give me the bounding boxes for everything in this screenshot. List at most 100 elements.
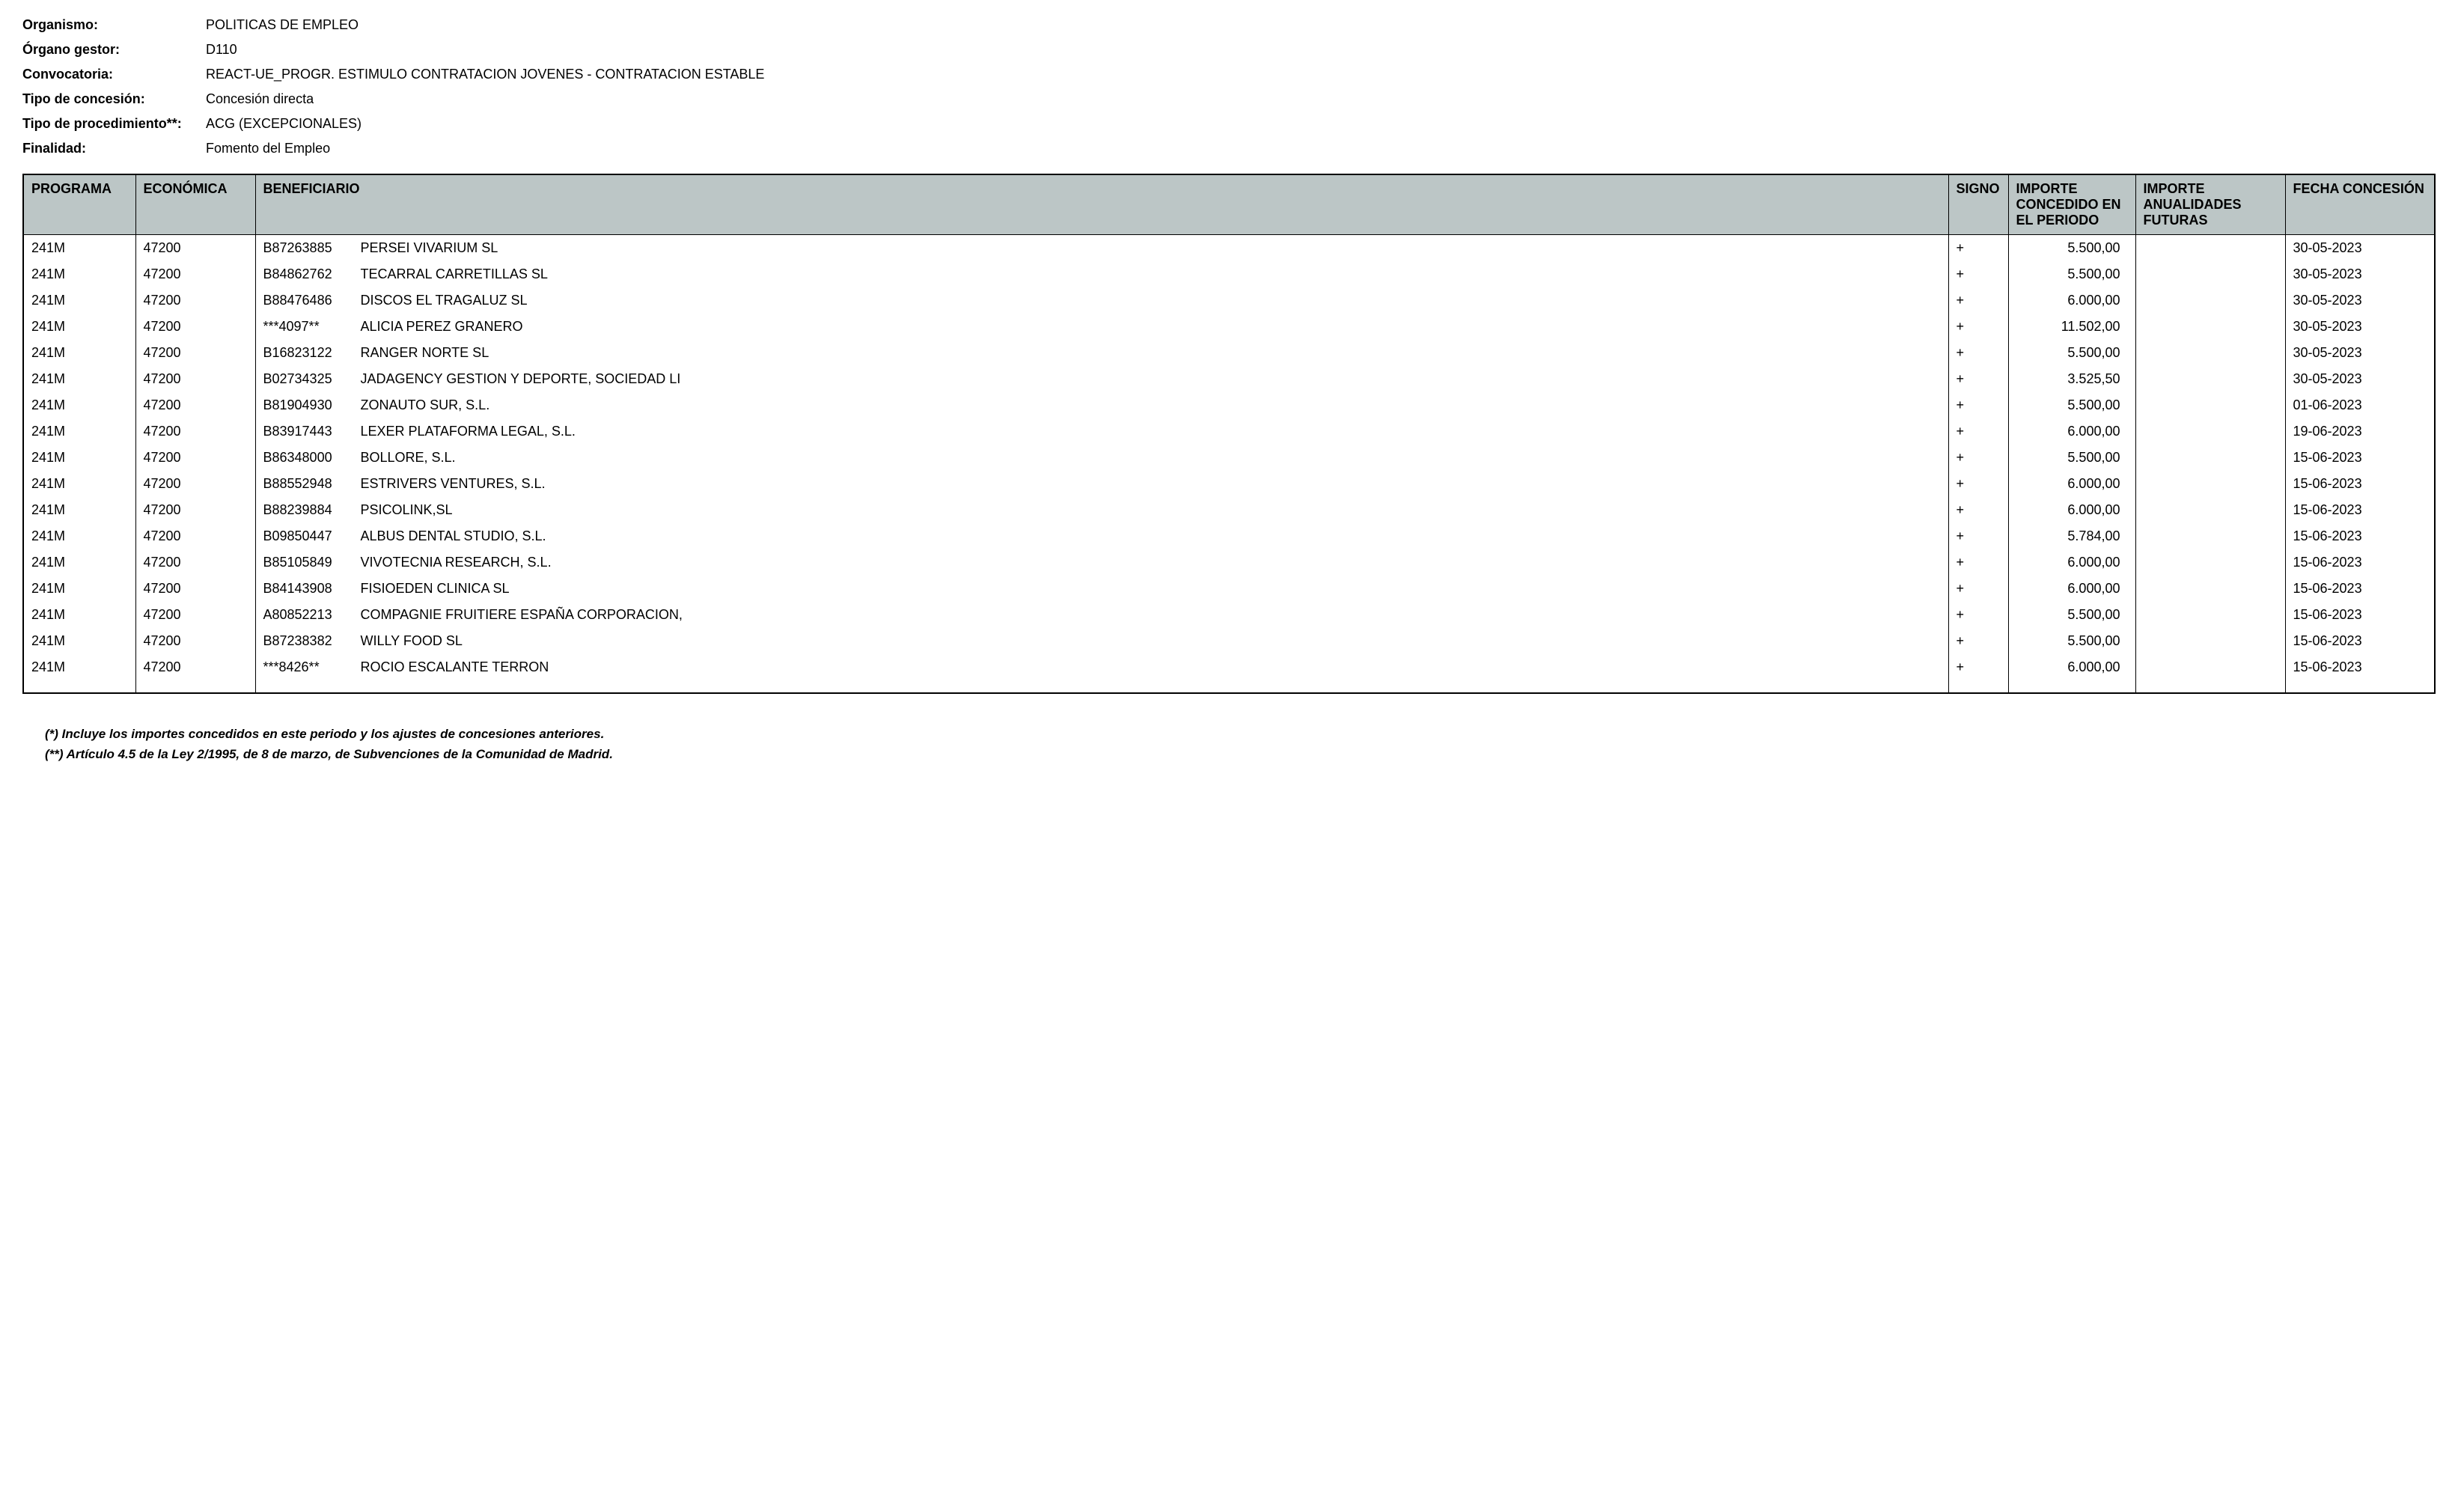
cell-programa: 241M (23, 340, 135, 366)
cell-signo: + (1948, 471, 2008, 497)
beneficiario-name: ROCIO ESCALANTE TERRON (361, 657, 1941, 677)
table-row: 241M47200B09850447ALBUS DENTAL STUDIO, S… (23, 523, 2435, 549)
header-label: Órgano gestor: (22, 40, 206, 60)
cell-signo: + (1948, 314, 2008, 340)
cell-programa: 241M (23, 549, 135, 576)
table-row: 241M47200B81904930ZONAUTO SUR, S.L.+5.50… (23, 392, 2435, 418)
cell-fecha: 30-05-2023 (2285, 340, 2435, 366)
col-header-fecha: FECHA CONCESIÓN (2285, 174, 2435, 235)
beneficiario-name: WILLY FOOD SL (361, 631, 1941, 651)
cell-programa: 241M (23, 287, 135, 314)
beneficiario-name: BOLLORE, S.L. (361, 448, 1941, 468)
cell-importe-concedido: 5.500,00 (2008, 628, 2135, 654)
cell-economica: 47200 (135, 366, 255, 392)
table-row: 241M47200B87238382WILLY FOOD SL+5.500,00… (23, 628, 2435, 654)
cell-signo: + (1948, 628, 2008, 654)
cell-importe-concedido: 5.784,00 (2008, 523, 2135, 549)
beneficiario-id: B85105849 (263, 552, 361, 573)
cell-economica: 47200 (135, 445, 255, 471)
header-row-organo-gestor: Órgano gestor: D110 (22, 40, 2436, 60)
table-row: 241M47200B85105849VIVOTECNIA RESEARCH, S… (23, 549, 2435, 576)
header-row-convocatoria: Convocatoria: REACT-UE_PROGR. ESTIMULO C… (22, 64, 2436, 85)
table-row: 241M47200B86348000BOLLORE, S.L.+5.500,00… (23, 445, 2435, 471)
beneficiario-id: B83917443 (263, 421, 361, 442)
beneficiario-name: DISCOS EL TRAGALUZ SL (361, 290, 1941, 311)
cell-economica: 47200 (135, 654, 255, 693)
cell-programa: 241M (23, 314, 135, 340)
header-row-finalidad: Finalidad: Fomento del Empleo (22, 138, 2436, 159)
cell-programa: 241M (23, 523, 135, 549)
beneficiario-id: B88239884 (263, 500, 361, 520)
beneficiario-name: PSICOLINK,SL (361, 500, 1941, 520)
header-label: Finalidad: (22, 138, 206, 159)
cell-programa: 241M (23, 602, 135, 628)
cell-fecha: 19-06-2023 (2285, 418, 2435, 445)
cell-beneficiario: B88476486DISCOS EL TRAGALUZ SL (255, 287, 1948, 314)
beneficiario-name: FISIOEDEN CLINICA SL (361, 579, 1941, 599)
cell-signo: + (1948, 445, 2008, 471)
cell-importe-concedido: 3.525,50 (2008, 366, 2135, 392)
cell-programa: 241M (23, 445, 135, 471)
cell-fecha: 15-06-2023 (2285, 445, 2435, 471)
beneficiario-name: ALBUS DENTAL STUDIO, S.L. (361, 526, 1941, 546)
header-value: Concesión directa (206, 89, 2436, 109)
cell-beneficiario: B83917443LEXER PLATAFORMA LEGAL, S.L. (255, 418, 1948, 445)
cell-importe-futuras (2135, 340, 2285, 366)
table-row: 241M47200B84143908FISIOEDEN CLINICA SL+6… (23, 576, 2435, 602)
cell-importe-concedido: 5.500,00 (2008, 340, 2135, 366)
cell-importe-concedido: 6.000,00 (2008, 497, 2135, 523)
cell-importe-concedido: 5.500,00 (2008, 392, 2135, 418)
header-value: REACT-UE_PROGR. ESTIMULO CONTRATACION JO… (206, 64, 2436, 85)
cell-importe-futuras (2135, 366, 2285, 392)
cell-signo: + (1948, 576, 2008, 602)
cell-importe-concedido: 6.000,00 (2008, 654, 2135, 693)
header-row-tipo-concesion: Tipo de concesión: Concesión directa (22, 89, 2436, 109)
table-row: 241M47200B88239884PSICOLINK,SL+6.000,001… (23, 497, 2435, 523)
beneficiario-name: ZONAUTO SUR, S.L. (361, 395, 1941, 415)
cell-economica: 47200 (135, 392, 255, 418)
cell-programa: 241M (23, 654, 135, 693)
cell-importe-futuras (2135, 576, 2285, 602)
cell-fecha: 30-05-2023 (2285, 314, 2435, 340)
cell-fecha: 30-05-2023 (2285, 235, 2435, 262)
beneficiario-id: B02734325 (263, 369, 361, 389)
beneficiario-name: LEXER PLATAFORMA LEGAL, S.L. (361, 421, 1941, 442)
table-row: 241M47200***4097**ALICIA PEREZ GRANERO+1… (23, 314, 2435, 340)
cell-importe-futuras (2135, 418, 2285, 445)
cell-programa: 241M (23, 235, 135, 262)
cell-beneficiario: B09850447ALBUS DENTAL STUDIO, S.L. (255, 523, 1948, 549)
table-row: 241M47200B16823122RANGER NORTE SL+5.500,… (23, 340, 2435, 366)
cell-fecha: 30-05-2023 (2285, 366, 2435, 392)
cell-beneficiario: B16823122RANGER NORTE SL (255, 340, 1948, 366)
cell-importe-concedido: 6.000,00 (2008, 471, 2135, 497)
cell-programa: 241M (23, 392, 135, 418)
cell-economica: 47200 (135, 602, 255, 628)
table-row: 241M47200B88552948ESTRIVERS VENTURES, S.… (23, 471, 2435, 497)
cell-fecha: 15-06-2023 (2285, 628, 2435, 654)
cell-importe-concedido: 6.000,00 (2008, 549, 2135, 576)
cell-economica: 47200 (135, 497, 255, 523)
beneficiario-id: ***8426** (263, 657, 361, 677)
cell-beneficiario: B02734325JADAGENCY GESTION Y DEPORTE, SO… (255, 366, 1948, 392)
cell-economica: 47200 (135, 576, 255, 602)
header-label: Convocatoria: (22, 64, 206, 85)
cell-economica: 47200 (135, 340, 255, 366)
concesiones-table: PROGRAMA ECONÓMICA BENEFICIARIO SIGNO IM… (22, 174, 2436, 694)
cell-economica: 47200 (135, 549, 255, 576)
footnote-1: (*) Incluye los importes concedidos en e… (45, 724, 2436, 744)
cell-beneficiario: B88239884PSICOLINK,SL (255, 497, 1948, 523)
beneficiario-id: B87263885 (263, 238, 361, 258)
beneficiario-name: ESTRIVERS VENTURES, S.L. (361, 474, 1941, 494)
col-header-importe-futuras: IMPORTE ANUALIDADES FUTURAS (2135, 174, 2285, 235)
beneficiario-id: B81904930 (263, 395, 361, 415)
table-header-row: PROGRAMA ECONÓMICA BENEFICIARIO SIGNO IM… (23, 174, 2435, 235)
cell-importe-concedido: 5.500,00 (2008, 261, 2135, 287)
table-row: 241M47200B83917443LEXER PLATAFORMA LEGAL… (23, 418, 2435, 445)
cell-signo: + (1948, 261, 2008, 287)
beneficiario-id: ***4097** (263, 317, 361, 337)
cell-economica: 47200 (135, 523, 255, 549)
cell-importe-futuras (2135, 261, 2285, 287)
cell-beneficiario: ***4097**ALICIA PEREZ GRANERO (255, 314, 1948, 340)
cell-fecha: 01-06-2023 (2285, 392, 2435, 418)
cell-signo: + (1948, 523, 2008, 549)
